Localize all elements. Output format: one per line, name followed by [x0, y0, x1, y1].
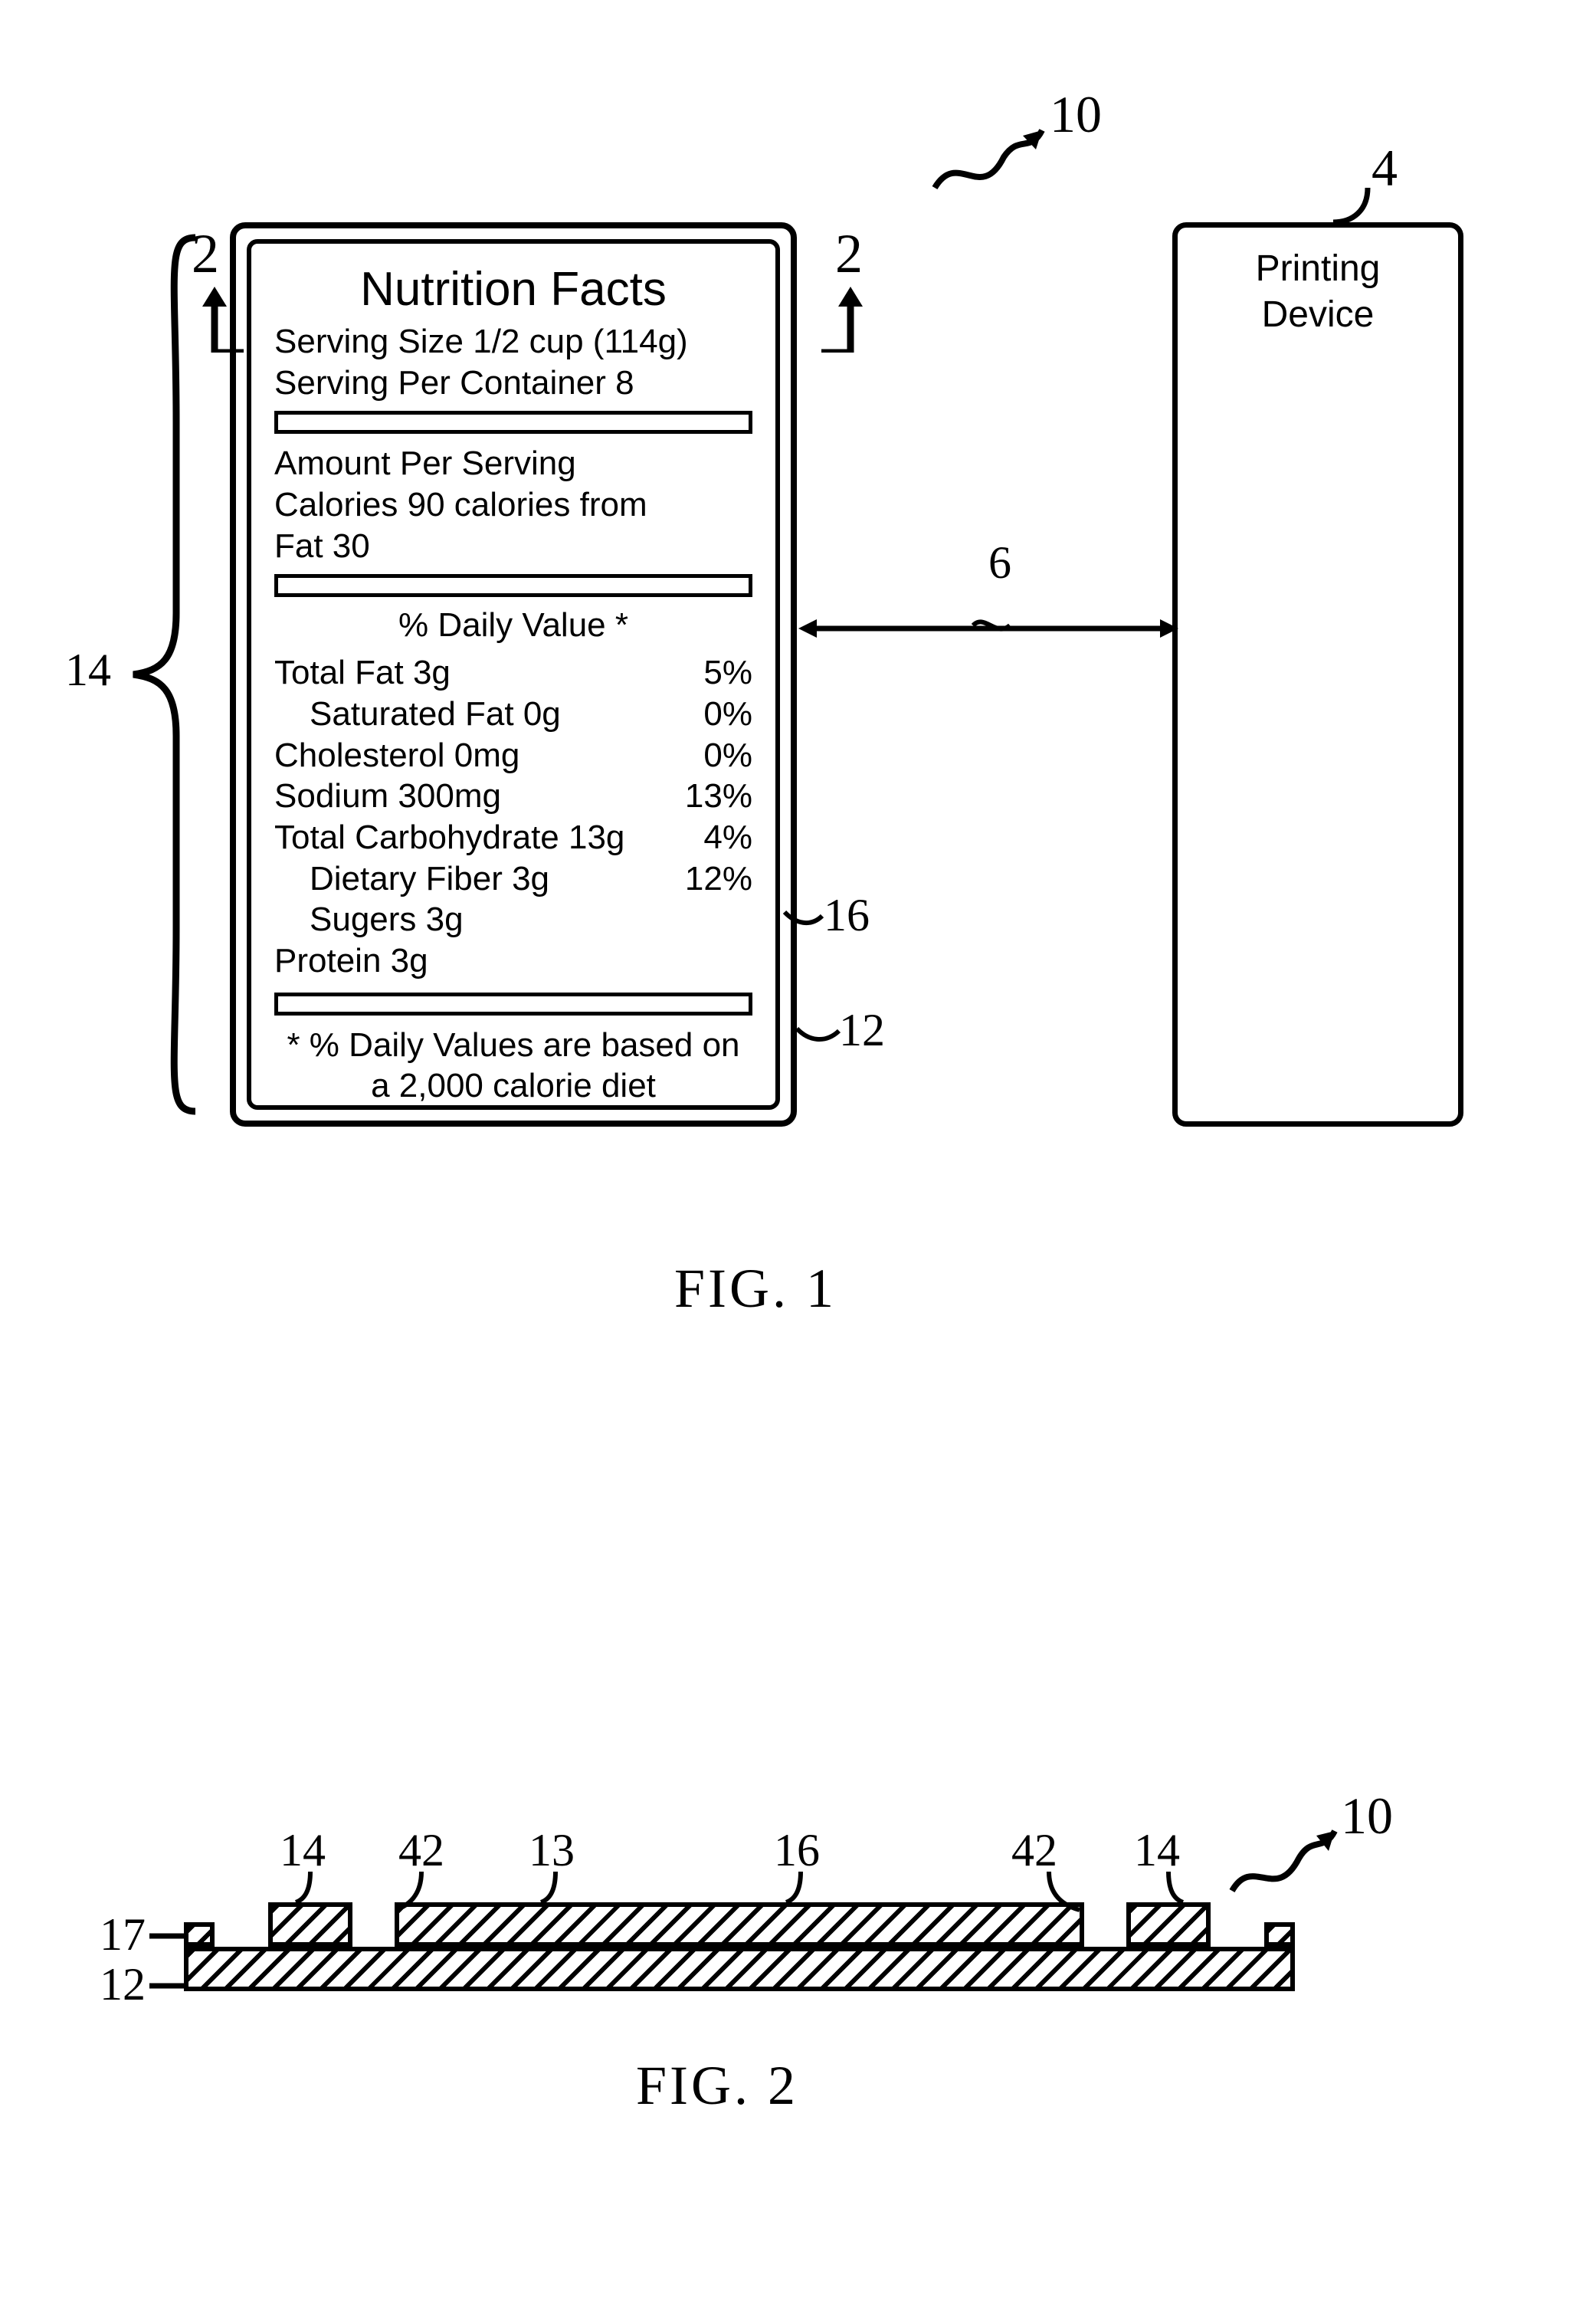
- nutrition-row-label: Protein 3g: [274, 940, 675, 982]
- nutrition-label: Nutrition Facts Serving Size 1/2 cup (11…: [230, 222, 797, 1127]
- nutrition-row-label: Cholesterol 0mg: [274, 735, 675, 776]
- nutrition-row-pct: 13%: [675, 776, 752, 817]
- nutrition-row: Sugers 3g: [274, 899, 752, 940]
- section-2-right-arrow: [812, 284, 873, 353]
- hook-42a: [391, 1869, 433, 1913]
- nutrition-row-label: Dietary Fiber 3g: [274, 858, 675, 900]
- hook-14b: [1149, 1869, 1188, 1905]
- ref-17-fig2: 17: [100, 1908, 146, 1961]
- fig2-caption: FIG. 2: [636, 2054, 798, 2118]
- dash-17: [149, 1931, 192, 1941]
- nutrition-row-pct: [675, 940, 752, 982]
- daily-value-header: % Daily Value *: [274, 606, 752, 645]
- ref-16-fig1: 16: [824, 889, 870, 942]
- nutrition-bar-1: [274, 411, 752, 434]
- nutrition-row-pct: 0%: [675, 694, 752, 735]
- nutrition-row: Total Carbohydrate 13g4%: [274, 817, 752, 858]
- nutrition-row-label: Total Fat 3g: [274, 652, 675, 694]
- nutrition-row-pct: 5%: [675, 652, 752, 694]
- nutrition-row-label: Sugers 3g: [274, 899, 675, 940]
- brace-14: [123, 230, 207, 1119]
- nutrition-bar-2: [274, 574, 752, 597]
- servings-per: Serving Per Container 8: [274, 363, 752, 404]
- ref-12-fig2: 12: [100, 1958, 146, 2011]
- nutrition-row: Total Fat 3g5%: [274, 652, 752, 694]
- hook-12-fig1: [793, 1012, 843, 1050]
- connector-6: [797, 598, 1180, 659]
- squiggle-arrow-10-fig1: [927, 119, 1050, 203]
- nutrition-row-pct: 12%: [675, 858, 752, 900]
- nutrition-footnote: * % Daily Values are based on a 2,000 ca…: [274, 1025, 752, 1107]
- squiggle-arrow-10-fig2: [1226, 1820, 1341, 1905]
- printing-device-line2: Device: [1178, 292, 1458, 338]
- nutrition-bar-3: [274, 993, 752, 1016]
- nutrition-row-pct: [675, 899, 752, 940]
- dash-12: [149, 1981, 192, 1990]
- hook-14a: [291, 1869, 329, 1905]
- fig2-edge-right: [1264, 1922, 1295, 1947]
- nutrition-inner-frame: Nutrition Facts Serving Size 1/2 cup (11…: [247, 239, 780, 1110]
- nutrition-row: Sodium 300mg13%: [274, 776, 752, 817]
- diagram-canvas: 10 4 Printing Device 2 2 Nutrition Facts…: [0, 0, 1596, 2320]
- nutrition-row-pct: 4%: [675, 817, 752, 858]
- fig2-base-bar: [184, 1947, 1295, 1991]
- nutrition-table: Total Fat 3g5%Saturated Fat 0g0%Choleste…: [274, 652, 752, 981]
- nutrition-row-label: Total Carbohydrate 13g: [274, 817, 675, 858]
- nutrition-row-label: Saturated Fat 0g: [274, 694, 675, 735]
- calories-line: Calories 90 calories from Fat 30: [274, 484, 703, 566]
- printing-device-line1: Printing: [1178, 246, 1458, 292]
- fig2-bump-left: [268, 1902, 352, 1947]
- hook-16-fig1: [780, 897, 826, 935]
- fig1-caption: FIG. 1: [674, 1257, 837, 1321]
- ref-6: 6: [988, 537, 1011, 589]
- ref-10-fig1: 10: [1050, 84, 1102, 145]
- hook-42b: [1038, 1869, 1084, 1913]
- nutrition-row: Cholesterol 0mg0%: [274, 735, 752, 776]
- nutrition-title: Nutrition Facts: [274, 262, 752, 317]
- fig2-top-main: [395, 1902, 1084, 1947]
- nutrition-row-label: Sodium 300mg: [274, 776, 675, 817]
- hook-16-fig2: [782, 1869, 820, 1905]
- ref-12-fig1: 12: [839, 1004, 885, 1057]
- ref-14-fig1: 14: [65, 644, 111, 697]
- section-2-right-label: 2: [835, 222, 863, 286]
- serving-size: Serving Size 1/2 cup (114g): [274, 321, 752, 363]
- amount-per-serving: Amount Per Serving: [274, 443, 752, 484]
- nutrition-row: Dietary Fiber 3g12%: [274, 858, 752, 900]
- nutrition-row: Protein 3g: [274, 940, 752, 982]
- nutrition-row: Saturated Fat 0g0%: [274, 694, 752, 735]
- ref-10-fig2: 10: [1341, 1786, 1393, 1846]
- nutrition-row-pct: 0%: [675, 735, 752, 776]
- printing-device-box: Printing Device: [1172, 222, 1463, 1127]
- hook-13: [536, 1869, 575, 1905]
- fig2-cross-section: 14 42 13 16 42 14: [184, 1816, 1295, 2008]
- fig2-bump-right: [1126, 1902, 1211, 1947]
